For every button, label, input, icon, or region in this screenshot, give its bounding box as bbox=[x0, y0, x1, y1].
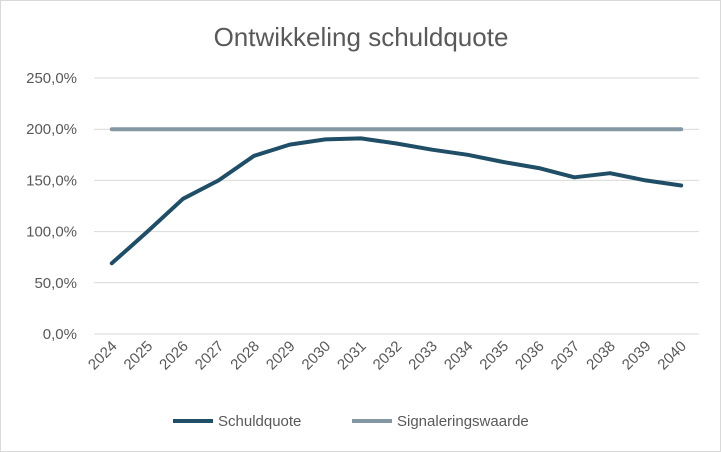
x-tick-label: 2031 bbox=[334, 338, 370, 374]
x-tick-label: 2035 bbox=[476, 338, 512, 374]
x-tick-label: 2036 bbox=[512, 338, 548, 374]
chart-title: Ontwikkeling schuldquote bbox=[214, 22, 509, 52]
x-tick-label: 2027 bbox=[192, 338, 228, 374]
x-tick-label: 2026 bbox=[156, 338, 192, 374]
x-tick-label: 2024 bbox=[85, 338, 121, 374]
y-axis-ticks: 0,0% 50,0% 100,0% 150,0% 200,0% 250,0% bbox=[26, 70, 77, 343]
y-tick-label: 100,0% bbox=[26, 224, 77, 241]
x-tick-label: 2030 bbox=[299, 338, 335, 374]
x-tick-label: 2039 bbox=[619, 338, 655, 374]
x-axis-ticks: 2024 2025 2026 2027 2028 2029 2030 2031 2032 2033… bbox=[85, 338, 690, 374]
x-tick-label: 2033 bbox=[405, 338, 441, 374]
y-tick-label: 150,0% bbox=[26, 172, 77, 189]
x-tick-label: 2029 bbox=[263, 338, 299, 374]
x-tick-label: 2028 bbox=[227, 338, 263, 374]
legend-label: Schuldquote bbox=[218, 413, 301, 430]
series-lines bbox=[109, 127, 684, 266]
y-tick-label: 200,0% bbox=[26, 121, 77, 138]
x-tick-label: 2032 bbox=[370, 338, 406, 374]
series-line bbox=[109, 136, 684, 266]
y-tick-label: 0,0% bbox=[43, 326, 77, 343]
x-tick-label: 2040 bbox=[654, 338, 690, 374]
x-tick-label: 2034 bbox=[441, 338, 477, 374]
legend-label: Signaleringswaarde bbox=[397, 413, 529, 430]
y-tick-label: 50,0% bbox=[34, 275, 77, 292]
gridlines bbox=[94, 77, 699, 335]
x-tick-label: 2037 bbox=[548, 338, 584, 374]
x-tick-label: 2038 bbox=[583, 338, 619, 374]
y-tick-label: 250,0% bbox=[26, 70, 77, 87]
x-tick-label: 2025 bbox=[121, 338, 157, 374]
legend: Schuldquote Signaleringswaarde bbox=[173, 413, 529, 430]
